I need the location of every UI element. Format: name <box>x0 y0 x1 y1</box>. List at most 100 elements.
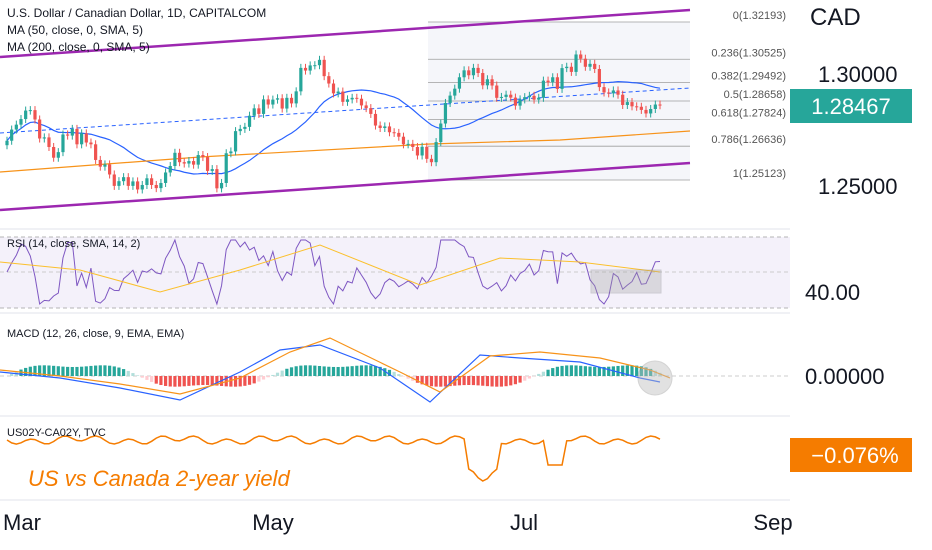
candle-body <box>551 77 555 83</box>
chart-title: U.S. Dollar / Canadian Dollar, 1D, CAPIT… <box>7 6 267 20</box>
candle-body <box>434 142 438 163</box>
macd-histogram-bar <box>61 366 65 376</box>
fib-label: 0.618(1.27824) <box>711 108 786 120</box>
macd-histogram-bar <box>10 373 14 376</box>
macd-histogram-bar <box>579 365 583 376</box>
macd-histogram-bar <box>285 368 289 376</box>
candle-body <box>261 99 266 114</box>
candle-body <box>89 142 93 145</box>
macd-histogram-bar <box>639 366 643 376</box>
candle-body <box>177 152 182 163</box>
candle-body <box>10 129 14 141</box>
candle-body <box>639 106 643 110</box>
candle-body <box>336 91 340 94</box>
candle-body <box>355 97 359 99</box>
macd-histogram-bar <box>555 366 559 376</box>
rsi-signal-line <box>0 244 661 293</box>
macd-histogram-bar <box>406 376 410 379</box>
candle-body <box>387 126 392 133</box>
macd-histogram-bar <box>509 376 513 386</box>
candle-body <box>149 178 154 185</box>
candle-body <box>378 125 382 128</box>
macd-histogram-bar <box>560 365 564 376</box>
candle-body <box>415 146 420 156</box>
candle-body <box>453 88 457 96</box>
fib-label: 0(1.32193) <box>733 10 786 22</box>
macd-histogram-bar <box>322 366 326 376</box>
macd-histogram-bar <box>443 376 448 387</box>
macd-histogram-bar <box>210 376 214 386</box>
fib-label: 0.236(1.30525) <box>711 47 786 59</box>
macd-histogram-bar <box>635 365 639 376</box>
candle-body <box>467 70 471 76</box>
candle-body <box>509 94 513 98</box>
macd-histogram-bar <box>625 365 629 376</box>
macd-histogram-bar <box>350 366 354 376</box>
candle-body <box>607 92 611 94</box>
candle-body <box>61 134 65 153</box>
candle-body <box>191 161 196 165</box>
macd-histogram-bar <box>420 376 424 385</box>
macd-histogram-bar <box>19 369 23 376</box>
macd-histogram-bar <box>33 365 37 376</box>
macd-histogram-bar <box>168 376 172 387</box>
macd-axis-value: 0.00000 <box>805 364 885 389</box>
candle-body <box>289 97 294 104</box>
macd-histogram-bar <box>154 376 158 384</box>
candle-body <box>397 132 401 137</box>
macd-histogram-bar <box>481 376 485 386</box>
macd-histogram-bar <box>537 373 541 376</box>
candle-body <box>485 79 490 86</box>
macd-histogram-bar <box>341 366 345 376</box>
macd-histogram-bar <box>136 375 140 376</box>
candle-body <box>373 113 378 126</box>
candle-body <box>317 59 322 66</box>
candle-body <box>303 67 308 71</box>
macd-histogram-bar <box>28 366 32 376</box>
macd-histogram-bar <box>47 365 51 376</box>
macd-histogram-bar <box>373 365 378 376</box>
candle-body <box>98 159 102 167</box>
candle-body <box>635 106 639 108</box>
macd-histogram-bar <box>233 376 238 387</box>
candle-body <box>131 181 135 186</box>
macd-histogram-bar <box>364 365 368 376</box>
macd-histogram-bar <box>238 376 242 387</box>
candle-body <box>154 184 158 189</box>
macd-histogram-bar <box>448 376 452 387</box>
macd-histogram-bar <box>108 365 112 376</box>
candle-body <box>103 164 107 167</box>
macd-histogram-bar <box>75 366 79 376</box>
macd-histogram-bar <box>299 365 303 376</box>
candle-body <box>182 162 186 164</box>
candle-body <box>238 128 242 132</box>
candle-body <box>429 158 434 163</box>
rsi-band <box>0 237 790 308</box>
candle-body <box>201 155 205 158</box>
macd-histogram-bar <box>187 376 191 386</box>
candle-body <box>341 91 345 102</box>
candle-body <box>52 146 56 158</box>
macd-histogram-bar <box>173 376 177 387</box>
candle-body <box>247 115 252 127</box>
candle-body <box>593 63 597 69</box>
macd-histogram-bar <box>499 376 504 387</box>
candle-body <box>84 133 88 143</box>
candle-body <box>369 108 373 114</box>
candle-body <box>163 172 168 183</box>
candle-body <box>588 63 592 67</box>
candle-body <box>630 102 634 107</box>
last-price-label: 1.28467 <box>811 94 891 119</box>
candle-body <box>537 97 541 100</box>
macd-histogram-bar <box>94 365 98 376</box>
macd-histogram-bar <box>191 376 196 386</box>
macd-histogram-bar <box>345 366 350 376</box>
candle-body <box>574 54 578 72</box>
macd-histogram-bar <box>518 376 522 383</box>
candle-body <box>499 96 504 98</box>
candle-body <box>266 99 270 105</box>
macd-histogram-bar <box>415 376 420 383</box>
macd-histogram-bar <box>149 376 154 382</box>
candle-body <box>649 109 653 114</box>
